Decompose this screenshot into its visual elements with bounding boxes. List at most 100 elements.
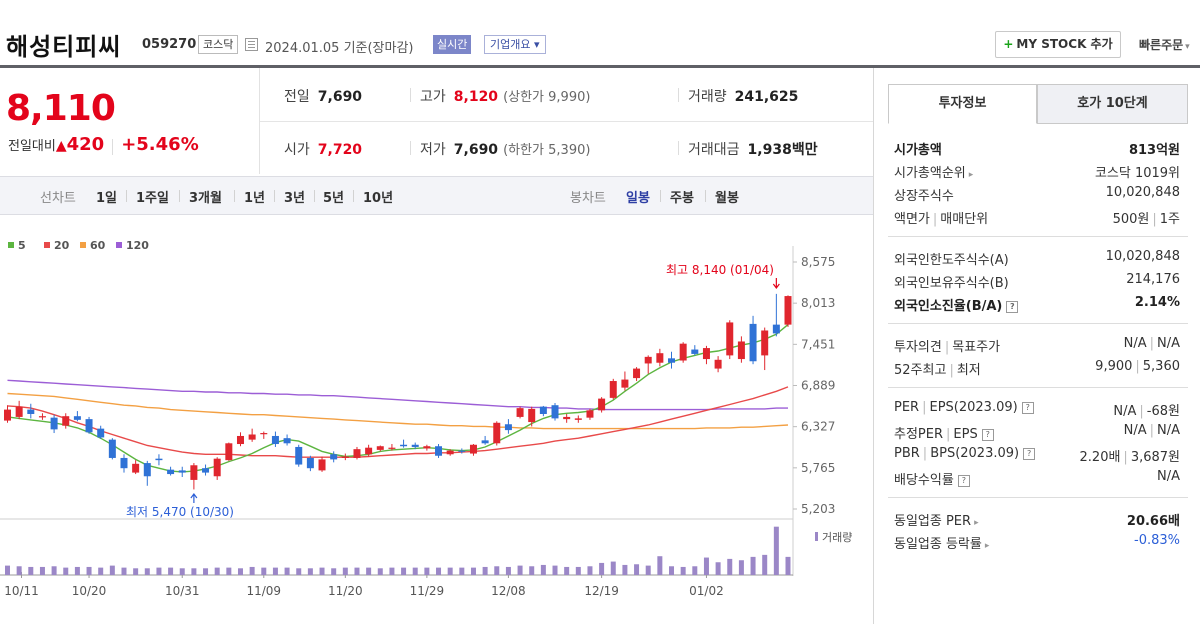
stock-code: 059270 bbox=[142, 37, 197, 52]
volume-bar bbox=[599, 562, 605, 575]
stock-header: 해성티피씨 059270 코스닥 2024.01.05 기준(장마감) 실시간 … bbox=[0, 0, 1200, 66]
high-price: 고가 8,120 (상한가 9,990) bbox=[410, 86, 590, 106]
volume-bar bbox=[727, 558, 733, 575]
quick-order-button[interactable]: 빠른주문 bbox=[1139, 36, 1190, 53]
candle-body bbox=[330, 454, 338, 460]
volume-bar bbox=[505, 566, 511, 575]
candle-body bbox=[73, 416, 81, 420]
ma120-line bbox=[7, 379, 788, 411]
volume-bar bbox=[750, 556, 756, 575]
candle-monthly[interactable]: 월봉 bbox=[715, 191, 739, 206]
volume-bar bbox=[762, 554, 768, 575]
volume-bar bbox=[331, 568, 337, 575]
help-icon[interactable]: ? bbox=[957, 475, 970, 487]
candle-body bbox=[236, 435, 244, 445]
help-icon[interactable]: ? bbox=[981, 429, 994, 441]
current-price: 8,110 bbox=[6, 88, 116, 129]
period-1d[interactable]: 1일 bbox=[96, 191, 118, 206]
help-icon[interactable]: ? bbox=[1023, 448, 1036, 460]
volume-bar bbox=[5, 565, 10, 575]
listed-shares-row: 상장주식수 10,020,848 bbox=[894, 185, 1180, 204]
annotation-low: 최저 5,470 (10/30) bbox=[126, 505, 234, 519]
period-3y[interactable]: 3년 bbox=[284, 191, 306, 206]
period-3m[interactable]: 3개월 bbox=[189, 191, 222, 206]
volume-bar bbox=[482, 566, 488, 575]
volume-bar bbox=[39, 566, 45, 575]
price-chart[interactable]: 5 20 60 120 8,575 8,013 7,451 6,889 6,327 5,765 5,… bbox=[0, 216, 873, 624]
ma5-line bbox=[7, 324, 789, 473]
volume-bar bbox=[692, 566, 698, 575]
candle-daily[interactable]: 일봉 bbox=[626, 191, 650, 206]
legend-label-20: 20 bbox=[54, 239, 70, 252]
candle-body bbox=[411, 444, 419, 447]
volume-bar bbox=[703, 557, 709, 575]
candle-body bbox=[62, 416, 70, 426]
candle-body bbox=[97, 428, 105, 438]
volume-bar bbox=[168, 567, 174, 575]
legend-swatch-20 bbox=[44, 242, 50, 248]
sector-rate-row[interactable]: 동일업종 등락률 ▸ -0.83% bbox=[894, 533, 1180, 552]
company-overview-dropdown[interactable]: 기업개요 ▾ bbox=[484, 35, 546, 54]
x-tick-label: 11/09 bbox=[246, 584, 281, 598]
candle-body bbox=[633, 368, 641, 379]
candle-body bbox=[15, 406, 23, 417]
period-1w[interactable]: 1주일 bbox=[136, 191, 169, 206]
volume-bar bbox=[296, 568, 302, 575]
stock-name: 해성티피씨 bbox=[6, 33, 122, 61]
candle-body bbox=[609, 381, 617, 398]
candle-body bbox=[772, 324, 780, 334]
tab-order-book[interactable]: 호가 10단계 bbox=[1037, 84, 1188, 124]
market-badge: 코스닥 bbox=[198, 35, 239, 54]
volume-bar bbox=[529, 566, 535, 575]
x-tick-label: 01/02 bbox=[689, 584, 724, 598]
volume-bar bbox=[179, 568, 185, 575]
y-tick-label: 8,013 bbox=[801, 296, 835, 310]
candle-body bbox=[295, 446, 303, 465]
investment-panel: 투자정보 호가 10단계 시가총액 813억원 시가총액순위 ▸ 코스닥 1019위 … bbox=[873, 68, 1200, 624]
candle-body bbox=[761, 330, 769, 356]
volume-bar bbox=[470, 567, 476, 575]
foreign-hold-row: 외국인보유주식수(B) 214,176 bbox=[894, 272, 1180, 291]
candle-body bbox=[178, 470, 186, 473]
volume-bar bbox=[377, 568, 383, 575]
line-chart-label: 선차트 bbox=[40, 191, 76, 206]
candle-body bbox=[143, 463, 151, 477]
candle-body bbox=[516, 408, 524, 417]
help-icon[interactable]: ? bbox=[1006, 301, 1019, 313]
candle-body bbox=[38, 416, 46, 418]
candle-body bbox=[353, 449, 361, 458]
candle-body bbox=[388, 447, 396, 449]
volume-bar bbox=[342, 567, 348, 575]
period-1y[interactable]: 1년 bbox=[244, 191, 266, 206]
volume-bar bbox=[715, 562, 721, 575]
period-10y[interactable]: 10년 bbox=[363, 191, 394, 206]
sector-per-row[interactable]: 동일업종 PER ▸ 20.66배 bbox=[894, 514, 1180, 529]
help-icon[interactable]: ? bbox=[1021, 402, 1034, 414]
volume-bar bbox=[459, 567, 465, 575]
candle-body bbox=[446, 450, 454, 455]
legend-label-60: 60 bbox=[90, 239, 106, 252]
candle-body bbox=[50, 417, 58, 430]
candle-chart-label: 봉차트 bbox=[570, 191, 606, 206]
candle-body bbox=[749, 323, 757, 362]
add-mystock-button[interactable]: + MY STOCK 추가 bbox=[995, 31, 1121, 58]
candle-body bbox=[213, 458, 221, 477]
tab-investment-info[interactable]: 투자정보 bbox=[888, 84, 1037, 124]
chevron-right-icon: ▸ bbox=[968, 170, 974, 180]
volume-bar bbox=[133, 568, 139, 575]
cap-rank-row[interactable]: 시가총액순위 ▸ 코스닥 1019위 bbox=[894, 166, 1180, 181]
volume-bar bbox=[622, 564, 628, 575]
period-5y[interactable]: 5년 bbox=[323, 191, 345, 206]
realtime-button[interactable]: 실시간 bbox=[433, 35, 472, 54]
candle-body bbox=[621, 379, 629, 388]
volume-bar bbox=[680, 566, 686, 575]
candle-body bbox=[435, 446, 443, 456]
x-tick-label: 11/29 bbox=[410, 584, 445, 598]
candle-body bbox=[423, 446, 431, 449]
candle-weekly[interactable]: 주봉 bbox=[670, 191, 694, 206]
legend-swatch-120 bbox=[116, 242, 122, 248]
annotation-low-arrow bbox=[190, 493, 198, 503]
current-price-box: 8,110 전일대비▲420 +5.46% bbox=[0, 68, 260, 174]
candle-body bbox=[458, 450, 466, 452]
quote-grid: 전일 7,690 고가 8,120 (상한가 9,990) 거래량 241,625 시가… bbox=[260, 68, 873, 174]
